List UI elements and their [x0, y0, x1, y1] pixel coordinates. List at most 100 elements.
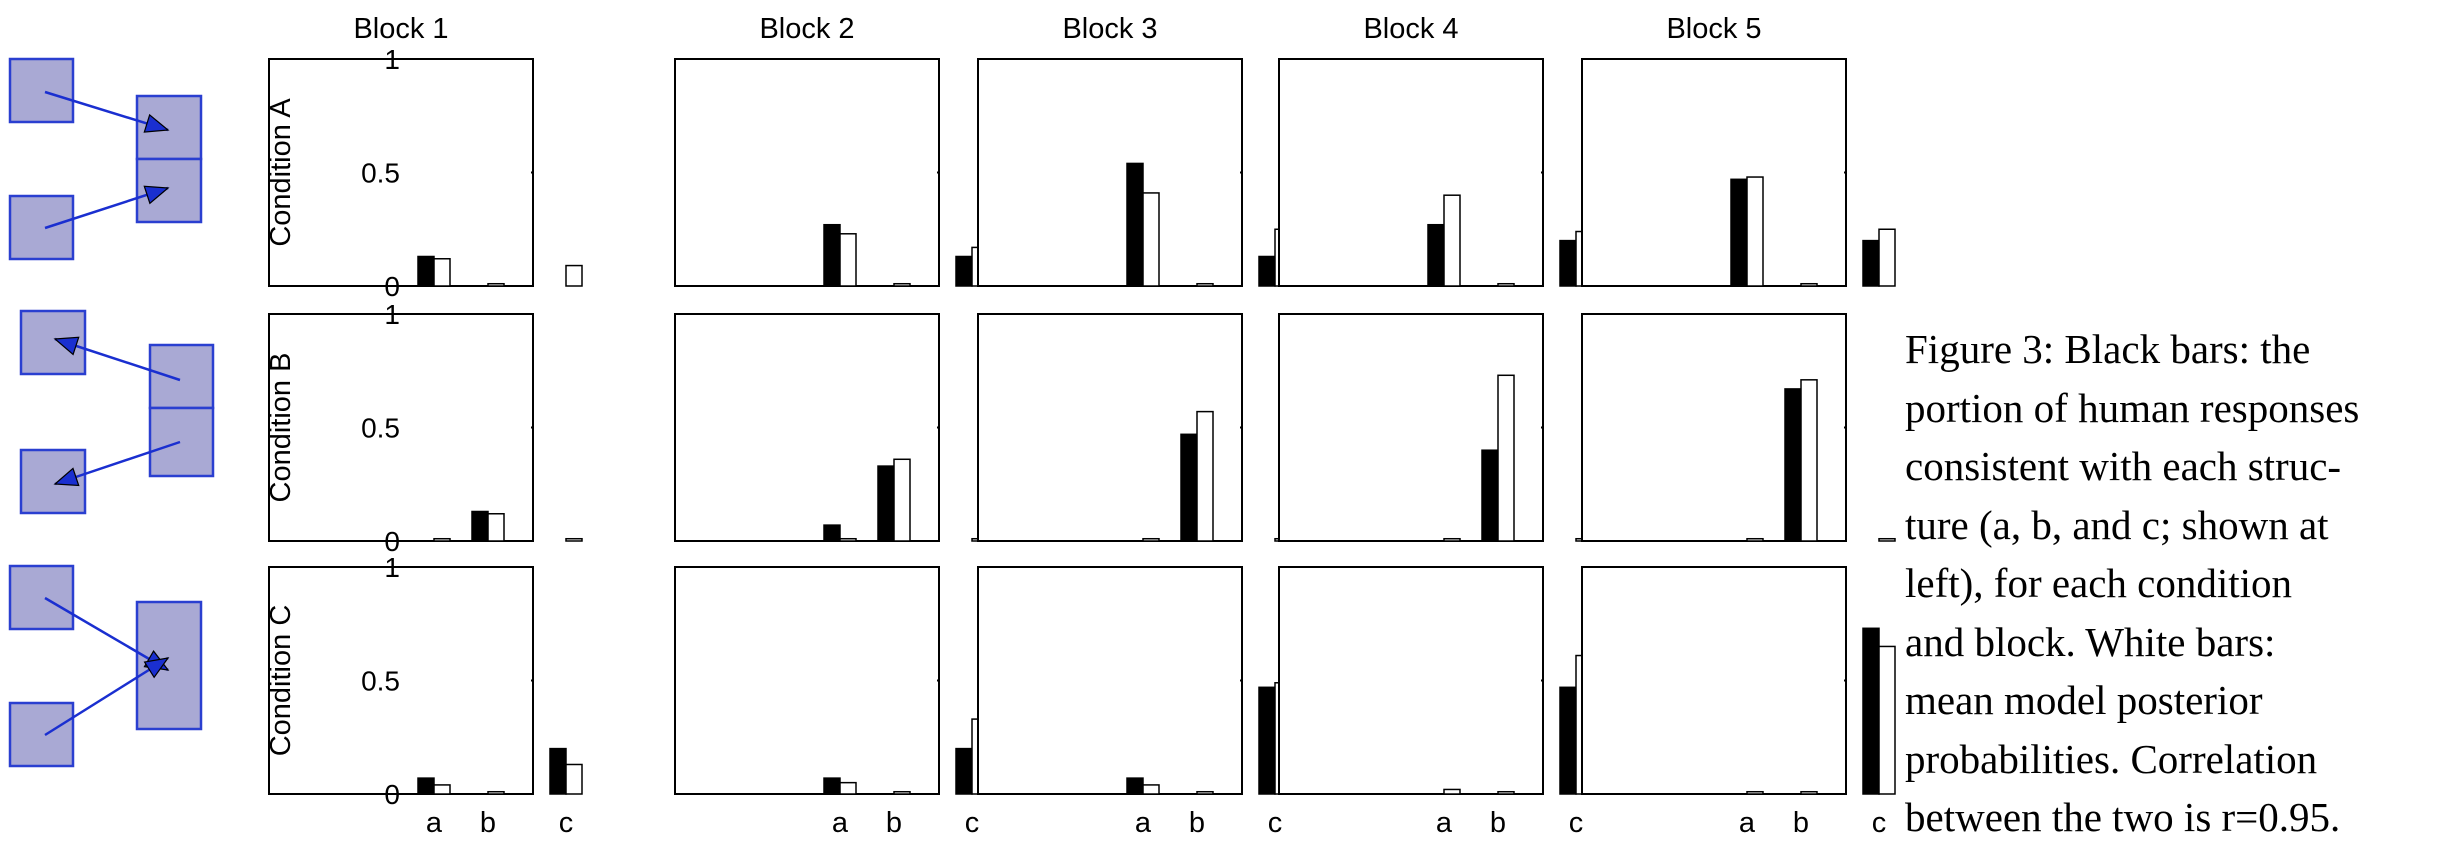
structure-c-source-box: [8, 701, 75, 768]
human-bar-b: [1180, 433, 1198, 542]
human-bar-c: [1258, 255, 1276, 287]
y-tick-label: 0: [384, 779, 400, 810]
model-bar-b: [1196, 790, 1214, 795]
block-title: Block 1: [353, 13, 448, 45]
model-bar-b: [893, 458, 911, 542]
plot-frame: [1278, 58, 1544, 287]
human-bar-b: [1481, 449, 1499, 542]
structure-b-source-box: [148, 406, 215, 478]
model-bar-b: [1800, 379, 1818, 542]
x-tick-label: c: [965, 807, 980, 839]
structure-a-arrow-head: [143, 113, 170, 133]
y-tick-label: 0.5: [361, 413, 400, 444]
caption-line: ture (a, b, and c; shown at: [1905, 501, 2329, 548]
human-bar-c: [1559, 686, 1577, 795]
human-bar-a: [1126, 777, 1144, 795]
model-bar-c: [565, 537, 583, 542]
model-bar-b: [1497, 282, 1515, 287]
human-bar-c: [1258, 686, 1276, 795]
human-bar-a: [823, 777, 841, 795]
model-bar-c: [565, 763, 583, 795]
x-tick-label: a: [426, 807, 443, 839]
y-tick-label: 1: [384, 299, 400, 330]
x-tick-label: b: [886, 807, 902, 839]
plot-frame: [1278, 566, 1544, 795]
model-bar-a: [839, 233, 857, 287]
model-bar-b: [893, 282, 911, 287]
human-bar-b: [471, 510, 489, 542]
model-bar-c: [565, 264, 583, 287]
x-tick-label: c: [559, 807, 574, 839]
model-bar-b: [1497, 790, 1515, 795]
human-bar-c: [955, 255, 973, 287]
model-bar-a: [433, 537, 451, 542]
human-bar-a: [417, 777, 435, 795]
model-bar-b: [1196, 282, 1214, 287]
human-bar-a: [1427, 223, 1445, 287]
caption-line: Figure 3: Black bars: the: [1905, 326, 2311, 372]
panel-1-2: [674, 58, 989, 287]
panel-1-3: [977, 58, 1292, 287]
y-tick-labels: 00.51: [361, 552, 400, 810]
plot-frame: [268, 58, 534, 287]
panel-2-2: [674, 313, 989, 542]
model-bar-b: [1196, 410, 1214, 542]
block-title: Block 5: [1666, 13, 1761, 45]
human-bar-a: [823, 524, 841, 542]
model-bar-a: [433, 784, 451, 795]
x-tick-label: b: [1189, 807, 1205, 839]
caption-line: consistent with each struc-: [1905, 443, 2342, 489]
panel-3-4: [1278, 566, 1593, 795]
structure-b-arrow-head: [53, 336, 80, 356]
structure-diagrams: [8, 57, 215, 768]
model-bar-a: [1443, 788, 1461, 795]
x-tick-label: b: [480, 807, 496, 839]
human-bar-c: [549, 747, 567, 795]
plot-frame: [674, 566, 940, 795]
human-bar-b: [1784, 388, 1802, 542]
structure-c-source-box: [8, 564, 75, 631]
structure-c-arrow: [44, 596, 169, 672]
x-tick-label: a: [1135, 807, 1152, 839]
x-tick-label: b: [1793, 807, 1809, 839]
figure-caption: Figure 3: Black bars: the portion of hum…: [1905, 320, 2445, 847]
panel-2-1: [268, 313, 583, 542]
caption-line: left), for each condition: [1905, 560, 2293, 606]
y-tick-label: 0.5: [361, 158, 400, 189]
panel-3-1: [268, 566, 583, 795]
model-bar-b: [487, 513, 505, 542]
human-bar-a: [417, 255, 435, 287]
model-bar-a: [1142, 192, 1160, 287]
caption-line: and block. White bars:: [1905, 618, 2276, 665]
panel-3-2: [674, 566, 989, 795]
human-bar-a: [823, 223, 841, 287]
panel-2-4: [1278, 313, 1593, 542]
y-tick-label: 1: [384, 44, 400, 75]
structure-b-arrow-head: [53, 467, 80, 487]
human-bar-c: [1559, 239, 1577, 287]
caption-line: portion of human responses: [1905, 384, 2360, 431]
block-title: Block 4: [1363, 13, 1458, 45]
human-bar-c: [1862, 239, 1880, 287]
x-tick-label: b: [1490, 807, 1506, 839]
structure-a-source-box: [8, 194, 75, 261]
panel-1-5: [1581, 58, 1896, 287]
caption-line: probabilities. Correlation: [1905, 735, 2318, 782]
model-bar-a: [433, 258, 451, 287]
model-bar-c: [1878, 228, 1896, 287]
y-tick-labels: 00.51: [361, 44, 400, 302]
panel-2-5: [1581, 313, 1896, 542]
x-tick-label: a: [1739, 807, 1756, 839]
model-bar-b: [487, 790, 505, 795]
block-title: Block 2: [759, 13, 854, 45]
plot-frame: [268, 313, 534, 542]
structure-a-source-box: [8, 57, 75, 124]
model-bar-c: [1878, 645, 1896, 795]
x-tick-label: c: [1268, 807, 1283, 839]
human-bar-c: [955, 747, 973, 795]
model-bar-a: [1443, 194, 1461, 287]
model-bar-a: [1142, 784, 1160, 795]
structure-a-arrow-head: [143, 185, 170, 205]
